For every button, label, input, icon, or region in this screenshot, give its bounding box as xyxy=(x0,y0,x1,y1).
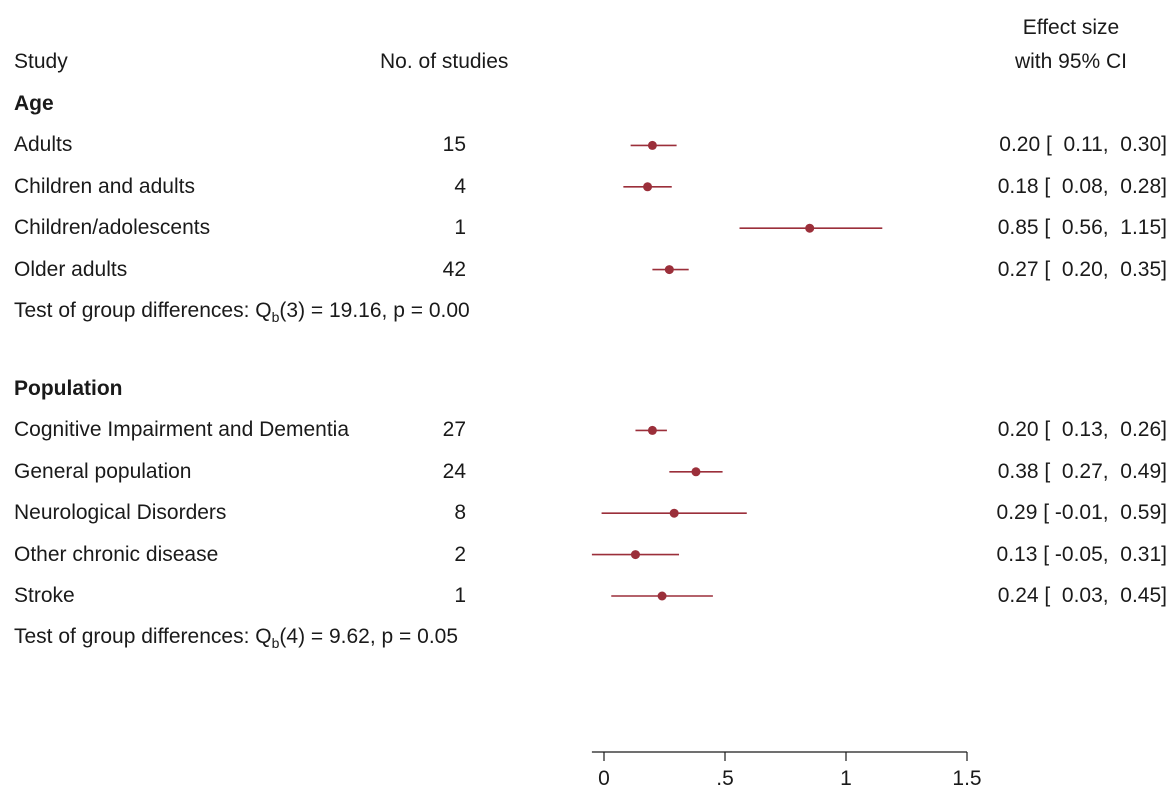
header-study: Study xyxy=(14,50,68,73)
row-n-studies: 1 xyxy=(454,216,466,240)
row-n-studies: 1 xyxy=(454,584,466,607)
point-estimate xyxy=(805,223,815,233)
point-estimate xyxy=(657,591,667,601)
row-label: Children and adults xyxy=(14,174,195,198)
point-estimate xyxy=(647,425,657,435)
x-tick-label: 1.5 xyxy=(952,767,981,789)
row-label: Stroke xyxy=(14,584,75,607)
point-estimate xyxy=(630,550,640,560)
row-effect-ci: 0.13 [ -0.05, 0.31] xyxy=(996,542,1167,566)
point-estimate xyxy=(664,265,674,275)
row-effect-ci: 0.38 [ 0.27, 0.49] xyxy=(997,459,1167,483)
row-n-studies: 42 xyxy=(442,257,466,281)
row-label: Children/adolescents xyxy=(14,216,211,240)
row-effect-ci: 0.27 [ 0.20, 0.35] xyxy=(997,257,1167,281)
row-label: General population xyxy=(14,459,192,483)
test-subscript: b xyxy=(271,309,280,326)
row-n-studies: 2 xyxy=(454,542,466,566)
point-estimate xyxy=(643,182,653,192)
row-effect-ci: 0.29 [ -0.01, 0.59] xyxy=(996,501,1167,525)
x-tick-label: 0 xyxy=(598,767,610,789)
row-n-studies: 24 xyxy=(442,459,466,483)
point-estimate xyxy=(691,467,701,477)
row-n-studies: 27 xyxy=(442,418,466,442)
point-estimate xyxy=(647,140,657,150)
row-effect-ci: 0.20 [ 0.11, 0.30] xyxy=(999,133,1167,157)
row-label: Neurological Disorders xyxy=(14,501,227,525)
row-effect-ci: 0.85 [ 0.56, 1.15] xyxy=(997,216,1167,240)
header-n-studies: No. of studies xyxy=(380,50,509,73)
group-difference-test: Test of group differences: Qb(3) = 19.16… xyxy=(14,299,470,329)
row-n-studies: 8 xyxy=(454,501,466,525)
row-effect-ci: 0.18 [ 0.08, 0.28] xyxy=(997,174,1167,198)
row-effect-ci: 0.20 [ 0.13, 0.26] xyxy=(997,418,1167,442)
x-tick-label: 1 xyxy=(840,767,852,789)
point-estimate xyxy=(669,508,679,518)
test-stat: (3) = 19.16, p = 0.00 xyxy=(279,299,470,322)
row-label: Adults xyxy=(14,133,73,157)
row-label: Older adults xyxy=(14,257,128,281)
row-label: Cognitive Impairment and Dementia xyxy=(14,418,349,442)
row-effect-ci: 0.24 [ 0.03, 0.45] xyxy=(997,584,1167,607)
test-stat: (4) = 9.62, p = 0.05 xyxy=(279,625,459,649)
row-n-studies: 15 xyxy=(442,133,466,157)
row-n-studies: 4 xyxy=(454,174,466,198)
test-text: Test of group differences: Q xyxy=(14,299,272,322)
group-title: Age xyxy=(14,92,54,115)
group-difference-test: Test of group differences: Qb(4) = 9.62,… xyxy=(14,625,458,655)
header-ci: with 95% CI xyxy=(1014,50,1128,73)
test-text: Test of group differences: Q xyxy=(14,625,272,649)
test-subscript: b xyxy=(271,635,280,652)
group-title: Population xyxy=(14,377,123,400)
row-label: Other chronic disease xyxy=(14,542,219,566)
header-effect-size: Effect size xyxy=(1022,16,1120,39)
x-tick-label: .5 xyxy=(716,767,734,789)
